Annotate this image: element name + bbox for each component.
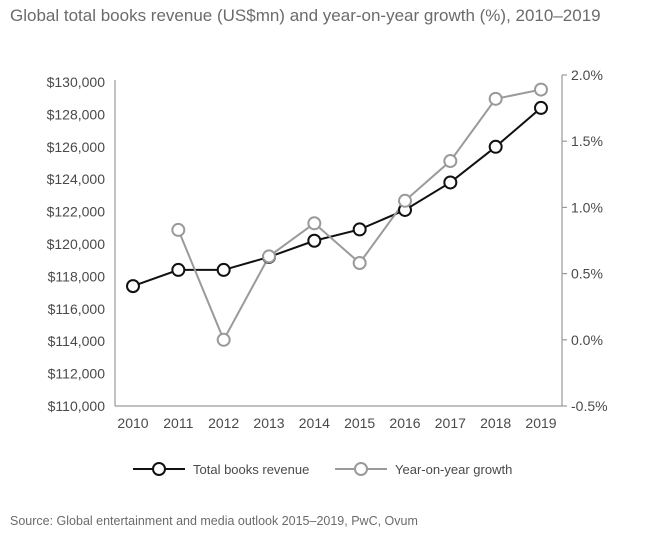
revenue-line xyxy=(132,107,542,288)
revenue-point xyxy=(216,262,231,277)
x-tick-label: 2019 xyxy=(525,415,556,431)
source-note: Source: Global entertainment and media o… xyxy=(10,514,418,528)
x-tick-label: 2017 xyxy=(435,415,466,431)
x-tick-label: 2015 xyxy=(344,415,375,431)
x-tick-label: 2013 xyxy=(253,415,284,431)
x-tick-label: 2018 xyxy=(480,415,511,431)
x-tick-label: 2010 xyxy=(117,415,148,431)
y-left-tick-label: $124,000 xyxy=(47,171,106,187)
growth-point xyxy=(443,154,458,169)
revenue-point xyxy=(352,222,367,237)
revenue-point xyxy=(126,279,140,294)
legend-revenue-label: Total books revenue xyxy=(193,462,309,477)
y-left-tick-label: $114,000 xyxy=(48,333,106,349)
growth-point xyxy=(488,91,503,106)
legend-revenue-swatch-marker xyxy=(152,462,166,476)
legend-growth-swatch-marker xyxy=(354,462,368,476)
growth-point xyxy=(352,256,367,271)
y-left-tick-label: $110,000 xyxy=(48,398,106,414)
y-left-tick-label: $118,000 xyxy=(48,268,106,284)
revenue-point xyxy=(488,139,503,154)
y-left-tick-label: $122,000 xyxy=(47,204,106,220)
y-left-tick-label: $112,000 xyxy=(48,366,106,382)
chart-title: Global total books revenue (US$mn) and y… xyxy=(10,6,601,25)
growth-point xyxy=(398,193,412,208)
x-tick-label: 2012 xyxy=(208,415,239,431)
y-left-tick-label: $128,000 xyxy=(47,106,106,122)
y-left-tick-label: $116,000 xyxy=(48,301,106,317)
y-left-tick-label: $126,000 xyxy=(47,139,106,155)
y-left-tick-label: $120,000 xyxy=(47,236,106,252)
growth-point xyxy=(262,249,276,264)
x-tick-label: 2014 xyxy=(299,415,330,431)
growth-point xyxy=(534,82,548,97)
revenue-point xyxy=(307,233,322,248)
growth-line xyxy=(177,88,542,343)
legend-growth-label: Year-on-year growth xyxy=(395,462,512,477)
growth-point xyxy=(307,216,322,231)
growth-point xyxy=(216,332,231,347)
y-right-tick-label: -0.5% xyxy=(571,398,608,414)
x-tick-label: 2016 xyxy=(389,415,420,431)
revenue-point xyxy=(534,100,548,115)
growth-point xyxy=(171,222,186,237)
y-right-tick-label: 1.5% xyxy=(571,133,603,149)
y-left-tick-label: $130,000 xyxy=(47,74,106,90)
y-right-tick-label: 1.0% xyxy=(571,199,603,215)
y-right-tick-label: 0.0% xyxy=(571,332,603,348)
y-right-tick-label: 0.5% xyxy=(571,266,603,282)
revenue-point xyxy=(443,175,458,190)
x-tick-label: 2011 xyxy=(163,415,193,431)
y-right-tick-label: 2.0% xyxy=(571,67,603,83)
revenue-point xyxy=(171,262,186,277)
